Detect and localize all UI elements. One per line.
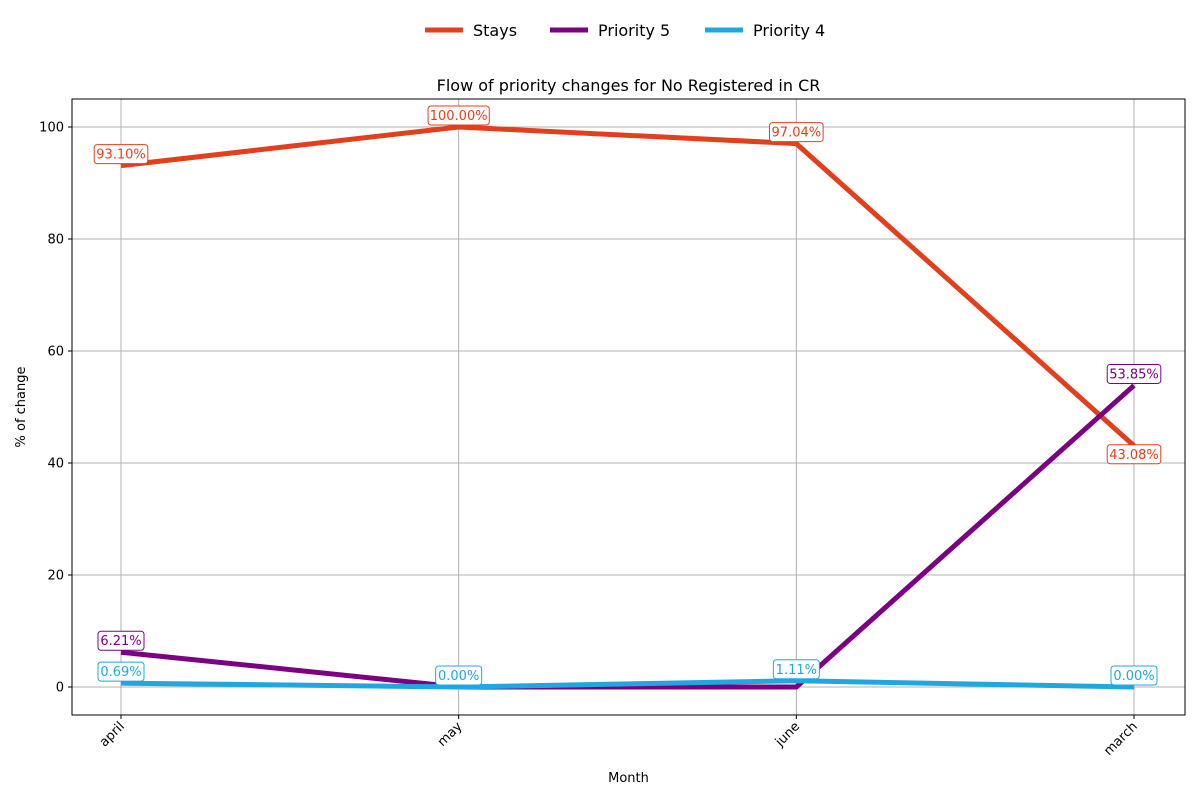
legend-item: Priority 4 [705, 21, 825, 40]
data-label: 6.21% [97, 630, 145, 651]
data-label-text: 43.08% [1109, 448, 1159, 463]
data-label-box [1106, 444, 1162, 465]
grid [72, 99, 1185, 715]
data-label-box [97, 630, 145, 651]
data-label-text: 0.69% [100, 665, 141, 680]
data-labels: 93.10% 100.00% 97.04% 43.08% 6.21% 53.85% 0.69… [93, 105, 1162, 686]
y-axis-ticks: 0 20 40 60 80 100 [39, 121, 72, 696]
legend: Stays Priority 5 Priority 4 [425, 21, 825, 40]
data-label: 97.04% [769, 122, 824, 143]
data-label-box [427, 105, 490, 126]
legend-label: Stays [473, 21, 517, 40]
data-label: 0.00% [1110, 665, 1158, 686]
data-label: 100.00% [427, 105, 490, 126]
legend-label: Priority 4 [753, 21, 825, 40]
y-tick-label: 60 [47, 345, 64, 360]
data-label-box [435, 665, 483, 686]
x-tick-label: june [772, 719, 803, 750]
data-label-box [1106, 363, 1162, 384]
legend-item: Priority 5 [550, 21, 670, 40]
data-label: 0.69% [97, 661, 145, 682]
x-tick-label: april [97, 719, 128, 750]
series-line [120, 678, 1135, 690]
data-label-text: 93.10% [96, 148, 146, 163]
data-label-text: 53.85% [1109, 367, 1159, 382]
data-label: 93.10% [93, 144, 149, 165]
series-lines [120, 124, 1136, 690]
legend-item: Stays [425, 21, 517, 40]
series-line [120, 383, 1136, 690]
legend-label: Priority 5 [598, 21, 670, 40]
y-tick-label: 0 [56, 681, 64, 696]
data-label: 53.85% [1106, 363, 1162, 384]
y-tick-label: 40 [47, 457, 64, 472]
data-label-text: 1.11% [776, 663, 817, 678]
y-axis-label: % of change [14, 367, 29, 448]
data-label-text: 0.00% [438, 669, 479, 684]
y-tick-label: 80 [47, 233, 64, 248]
x-axis-label: Month [608, 771, 649, 786]
chart-title: Flow of priority changes for No Register… [437, 76, 821, 95]
data-label-box [772, 659, 820, 680]
x-tick-label: may [435, 719, 466, 750]
series-line [120, 124, 1136, 448]
data-label-text: 97.04% [772, 126, 822, 141]
x-tick-label: march [1101, 719, 1141, 759]
data-label: 43.08% [1106, 444, 1162, 465]
data-label-box [93, 144, 149, 165]
x-axis-ticks: april may june march [97, 715, 1141, 759]
data-label: 1.11% [772, 659, 820, 680]
y-tick-label: 100 [39, 121, 64, 136]
data-label-text: 0.00% [1113, 669, 1154, 684]
data-label-text: 100.00% [430, 109, 488, 124]
plot-frame [71, 98, 1186, 716]
data-label-text: 6.21% [100, 634, 141, 649]
y-tick-label: 20 [47, 569, 64, 584]
data-label-box [97, 661, 145, 682]
data-label: 0.00% [435, 665, 483, 686]
data-label-box [1110, 665, 1158, 686]
data-label-box [769, 122, 824, 143]
